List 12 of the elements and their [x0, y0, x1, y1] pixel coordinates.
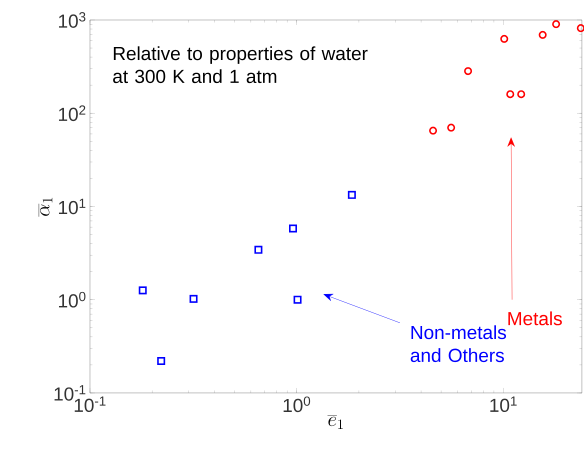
y-tick-label: 10$^{3}$: [58, 12, 86, 28]
x-tick-label: 10$^{-1}$: [74, 396, 106, 412]
x-axis-title: $\overline{e}_1$: [328, 416, 343, 430]
x-tick-label: 10$^{0}$: [284, 396, 310, 412]
x-tick-label: 10$^{1}$: [490, 396, 517, 412]
annotation: Non-metals and Others: [410, 325, 506, 362]
y-axis-title: $\overline{\alpha}_1$: [38, 198, 52, 217]
annotation: Relative to properties of water at 300 K and 1 atm: [113, 46, 368, 84]
annotation: Metals: [508, 311, 562, 326]
y-tick-label: 10$^{2}$: [58, 105, 86, 122]
y-tick-label: 10$^{0}$: [58, 292, 86, 308]
y-tick-label: 10$^{1}$: [58, 198, 86, 214]
